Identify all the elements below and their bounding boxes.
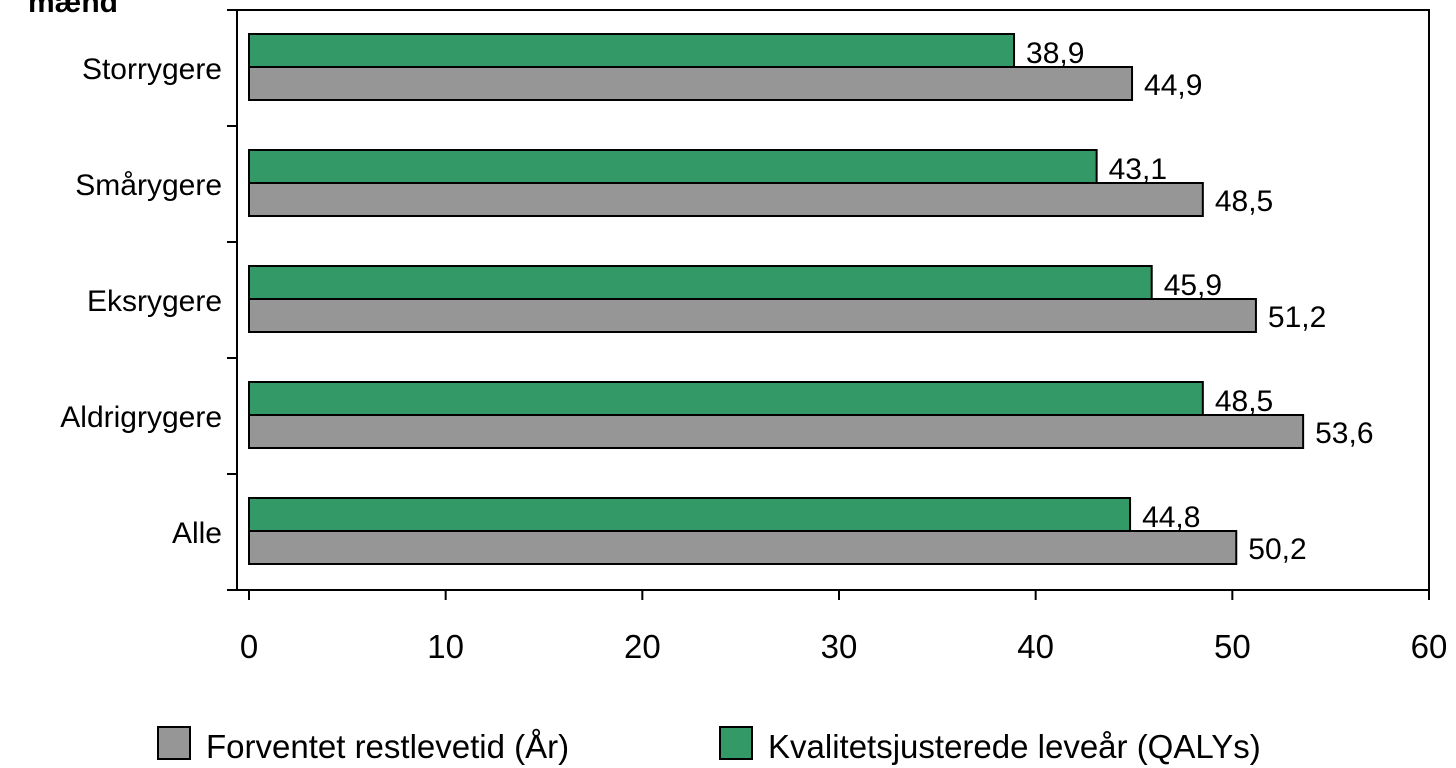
value-label: 44,8 [1142, 501, 1200, 534]
bar [248, 381, 1204, 416]
x-tick-label: 50 [1214, 628, 1251, 665]
bar [248, 497, 1132, 532]
bar [248, 414, 1305, 449]
category-label: Storrygere [82, 53, 222, 86]
value-label: 53,6 [1315, 417, 1373, 450]
bar [248, 149, 1098, 184]
x-tick-label: 30 [821, 628, 858, 665]
value-label: 38,9 [1026, 37, 1084, 70]
chart-title: mænd [28, 0, 118, 19]
category-label: Smårygere [75, 169, 222, 202]
value-label: 50,2 [1248, 533, 1306, 566]
value-label: 44,9 [1144, 69, 1202, 102]
legend-label: Kvalitetsjusterede leveår (QALYs) [768, 728, 1261, 765]
bar [248, 182, 1204, 217]
category-label: Aldrigrygere [60, 401, 222, 434]
legend-swatch [719, 726, 753, 760]
x-tick-label: 60 [1411, 628, 1448, 665]
category-label: Alle [172, 517, 222, 550]
category-label: Eksrygere [87, 285, 222, 318]
bar [248, 33, 1016, 68]
value-label: 48,5 [1215, 185, 1273, 218]
legend-swatch [157, 726, 191, 760]
legend-label: Forventet restlevetid (År) [206, 728, 569, 765]
value-label: 51,2 [1268, 301, 1326, 334]
value-label: 45,9 [1164, 269, 1222, 302]
plot-frame [236, 9, 1430, 591]
bar [248, 530, 1238, 565]
value-label: 43,1 [1109, 153, 1167, 186]
x-tick-label: 40 [1017, 628, 1054, 665]
bar [248, 298, 1257, 333]
bar [248, 66, 1134, 101]
x-tick-label: 0 [240, 628, 258, 665]
x-tick-label: 20 [624, 628, 661, 665]
x-tick-label: 10 [427, 628, 464, 665]
bar [248, 265, 1153, 300]
value-label: 48,5 [1215, 385, 1273, 418]
